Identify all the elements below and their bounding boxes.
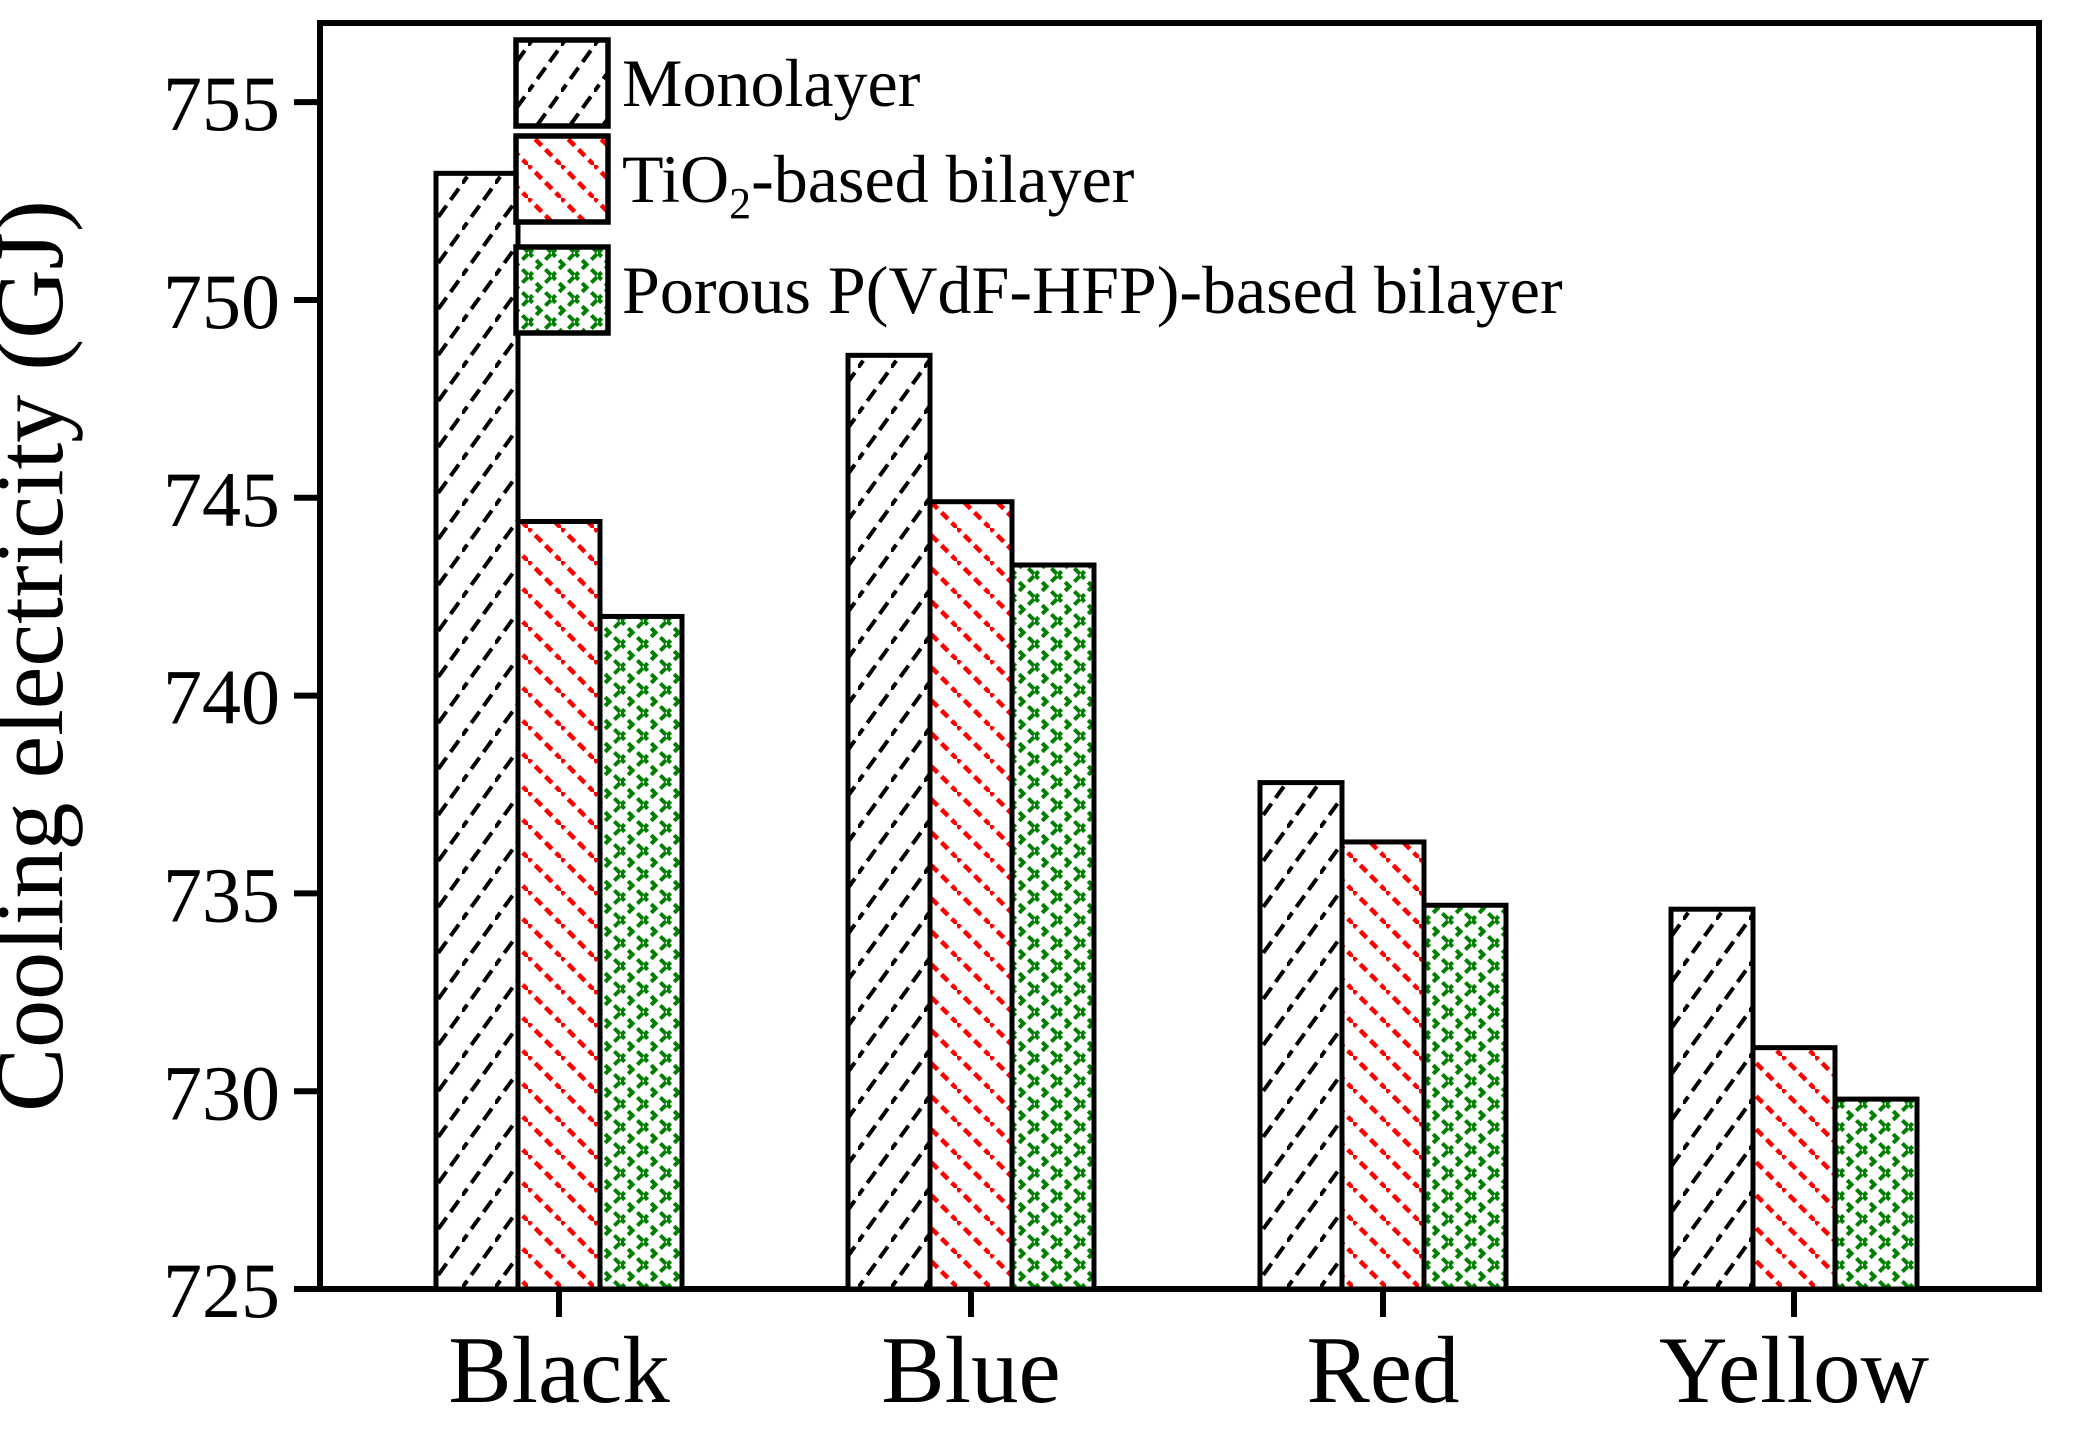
y-axis-title: Cooling electricity (GJ) (0, 200, 83, 1112)
y-tick-label: 730 (163, 1049, 280, 1136)
bar-black-tio2 (515, 518, 603, 1292)
bar-blue-monolayer (845, 352, 933, 1292)
bar-yellow-monolayer (1668, 906, 1756, 1292)
legend-label-porous: Porous P(VdF-HFP)-based bilayer (622, 252, 1563, 328)
category-label-yellow: Yellow (1659, 1317, 1930, 1423)
y-tick-label: 745 (163, 456, 280, 543)
legend-label-tio2: TiO2-based bilayer (622, 141, 1135, 228)
y-tick-label: 740 (163, 654, 280, 741)
y-tick-label: 750 (163, 258, 280, 345)
category-label-red: Red (1306, 1317, 1459, 1423)
bar-red-porous (1421, 902, 1509, 1292)
bar-red-monolayer (1257, 780, 1345, 1292)
bar-yellow-porous (1832, 1096, 1920, 1292)
y-tick-label: 755 (163, 60, 280, 147)
legend-label-monolayer: Monolayer (622, 45, 921, 121)
legend-swatch-tio2 (513, 133, 611, 225)
bar-black-porous (597, 613, 685, 1292)
legend-swatch-porous (513, 244, 611, 336)
y-tick-label: 735 (163, 851, 280, 938)
bar-yellow-tio2 (1750, 1045, 1838, 1292)
bar-blue-porous (1009, 562, 1097, 1292)
bar-red-tio2 (1339, 839, 1427, 1292)
plot-frame (317, 20, 2042, 1292)
y-tick-label: 725 (163, 1247, 280, 1334)
category-label-blue: Blue (881, 1317, 1060, 1423)
bar-black-monolayer (433, 170, 521, 1292)
category-label-black: Black (448, 1317, 670, 1423)
bar-blue-tio2 (927, 499, 1015, 1292)
legend-swatch-monolayer (513, 37, 611, 129)
